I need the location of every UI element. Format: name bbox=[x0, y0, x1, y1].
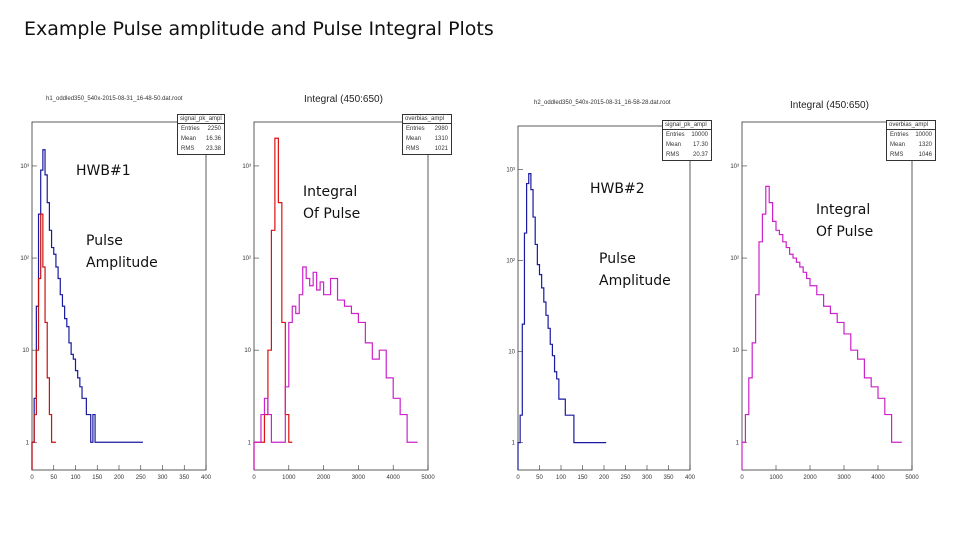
x-tick-label: 250 bbox=[620, 475, 631, 481]
stats-row: Entries 2980 bbox=[406, 126, 448, 132]
series-hwb1-line bbox=[31, 149, 143, 470]
y-tick-label: 10 bbox=[22, 348, 29, 354]
y-tick-label: 10³ bbox=[730, 164, 739, 170]
x-tick-label: 400 bbox=[201, 475, 212, 481]
stats-row: RMS 1021 bbox=[406, 146, 448, 152]
file-title-hwb1: h1_oddled350_540x-2015-08-31_16-48-50.da… bbox=[46, 96, 183, 102]
y-tick-label: 10² bbox=[730, 256, 739, 262]
y-tick-label: 10² bbox=[20, 256, 29, 262]
pulse-amplitude-plot-hwb1: h1_oddled350_540x-2015-08-31_16-48-50.da… bbox=[20, 92, 225, 492]
slide-title: Example Pulse amplitude and Pulse Integr… bbox=[24, 18, 494, 40]
stats-name: overbias_ampl bbox=[887, 121, 935, 130]
series-pedestal-line bbox=[253, 137, 293, 470]
x-tick-label: 3000 bbox=[837, 475, 851, 481]
x-tick-label: 2000 bbox=[317, 475, 331, 481]
y-tick-label: 10³ bbox=[506, 167, 515, 173]
x-tick-label: 50 bbox=[536, 475, 543, 481]
histogram-hwb2: 0 50 100 150 200 250 300 350 400 1 10 10² 10³ bbox=[506, 125, 696, 481]
x-tick-label: 100 bbox=[70, 475, 81, 481]
stats-name: signal_pk_ampl bbox=[663, 121, 711, 130]
stats-row: Entries 10000 bbox=[890, 132, 932, 138]
stats-row: Mean 1320 bbox=[890, 142, 932, 148]
pulse-amplitude-label-2: Pulse Amplitude bbox=[599, 251, 671, 289]
stats-row: RMS 1046 bbox=[890, 152, 932, 158]
hwb1-label: HWB#1 bbox=[76, 163, 131, 179]
stats-row: RMS 20.37 bbox=[666, 152, 708, 158]
x-tick-label: 0 bbox=[30, 475, 34, 481]
series-hwb2-line bbox=[517, 173, 607, 470]
pulse-integral-plot-hwb2: Integral (450:650) overbias_ampl Entries… bbox=[718, 92, 938, 492]
y-tick-label: 10² bbox=[506, 258, 515, 264]
stats-name: signal_pk_ampl bbox=[178, 115, 224, 124]
x-tick-label: 100 bbox=[556, 475, 567, 481]
series-hwb1_low-line bbox=[31, 213, 56, 470]
y-tick-label: 10 bbox=[732, 348, 739, 354]
pulse-amplitude-plot-hwb2: h2_oddled350_540x-2015-08-31_16-58-28.da… bbox=[502, 96, 712, 492]
x-tick-label: 350 bbox=[663, 475, 674, 481]
x-tick-label: 400 bbox=[685, 475, 696, 481]
y-tick-label: 1 bbox=[512, 441, 516, 447]
y-tick-label: 10 bbox=[244, 348, 251, 354]
plot-frame bbox=[253, 121, 429, 471]
x-tick-label: 0 bbox=[252, 475, 256, 481]
x-tick-label: 0 bbox=[516, 475, 520, 481]
y-tick-label: 10³ bbox=[20, 164, 29, 170]
stats-row: RMS 23.38 bbox=[181, 146, 221, 152]
stats-row: Entries 10000 bbox=[666, 132, 708, 138]
x-tick-label: 200 bbox=[599, 475, 610, 481]
x-tick-label: 300 bbox=[642, 475, 653, 481]
x-tick-label: 4000 bbox=[871, 475, 885, 481]
stats-row: Mean 17.30 bbox=[666, 142, 708, 148]
x-tick-label: 200 bbox=[114, 475, 125, 481]
x-tick-label: 150 bbox=[92, 475, 103, 481]
stats-row: Mean 1310 bbox=[406, 136, 448, 142]
stats-box-integral-1: overbias_ampl Entries 2980 Mean 1310 RMS 10… bbox=[402, 114, 452, 155]
x-tick-label: 1000 bbox=[282, 475, 296, 481]
x-tick-label: 4000 bbox=[387, 475, 401, 481]
x-tick-label: 250 bbox=[136, 475, 147, 481]
x-tick-label: 350 bbox=[179, 475, 190, 481]
histogram-integral-1: 0 1000 2000 3000 4000 5000 1 10 10² 10³ bbox=[242, 121, 435, 481]
plot-frame bbox=[741, 121, 913, 471]
series-integral-line bbox=[253, 266, 418, 470]
stats-box-hwb1: signal_pk_ampl Entries 2250 Mean 16.36 RMS… bbox=[177, 114, 225, 155]
histogram-integral-2: 0 1000 2000 3000 4000 5000 1 10 10² 10³ bbox=[730, 121, 919, 481]
integral-of-pulse-label-1: Integral Of Pulse bbox=[303, 184, 361, 222]
y-tick-label: 1 bbox=[248, 440, 252, 446]
series-integral-line bbox=[741, 185, 902, 470]
x-tick-label: 0 bbox=[740, 475, 744, 481]
y-tick-label: 1 bbox=[736, 440, 740, 446]
hwb2-label: HWB#2 bbox=[590, 181, 645, 197]
x-tick-label: 300 bbox=[157, 475, 168, 481]
stats-box-hwb2: signal_pk_ampl Entries 10000 Mean 17.30 RM… bbox=[662, 120, 712, 161]
hist-title-integral-2: Integral (450:650) bbox=[790, 100, 869, 111]
x-tick-label: 50 bbox=[50, 475, 57, 481]
stats-row: Entries 2250 bbox=[181, 126, 221, 132]
file-title-hwb2: h2_oddled350_540x-2015-08-31_16-58-28.da… bbox=[534, 100, 671, 106]
histogram-hwb1: 0 50 100 150 200 250 300 350 400 1 10 10² 10³ bbox=[20, 121, 212, 481]
y-tick-label: 1 bbox=[26, 440, 30, 446]
y-tick-label: 10³ bbox=[242, 164, 251, 170]
stats-name: overbias_ampl bbox=[403, 115, 451, 124]
x-tick-label: 5000 bbox=[421, 475, 435, 481]
y-tick-label: 10 bbox=[508, 350, 515, 356]
pulse-amplitude-label-1: Pulse Amplitude bbox=[86, 233, 158, 271]
y-tick-label: 10² bbox=[242, 256, 251, 262]
x-tick-label: 1000 bbox=[769, 475, 783, 481]
x-tick-label: 5000 bbox=[905, 475, 919, 481]
pulse-integral-plot-hwb1: Integral (450:650) overbias_ampl Entries… bbox=[232, 92, 452, 492]
x-tick-label: 3000 bbox=[352, 475, 366, 481]
x-tick-label: 2000 bbox=[803, 475, 817, 481]
x-tick-label: 150 bbox=[577, 475, 588, 481]
integral-of-pulse-label-2: Integral Of Pulse bbox=[816, 202, 874, 240]
hist-title-integral-1: Integral (450:650) bbox=[304, 94, 383, 105]
stats-box-integral-2: overbias_ampl Entries 10000 Mean 1320 RMS 1… bbox=[886, 120, 936, 161]
stats-row: Mean 16.36 bbox=[181, 136, 221, 142]
